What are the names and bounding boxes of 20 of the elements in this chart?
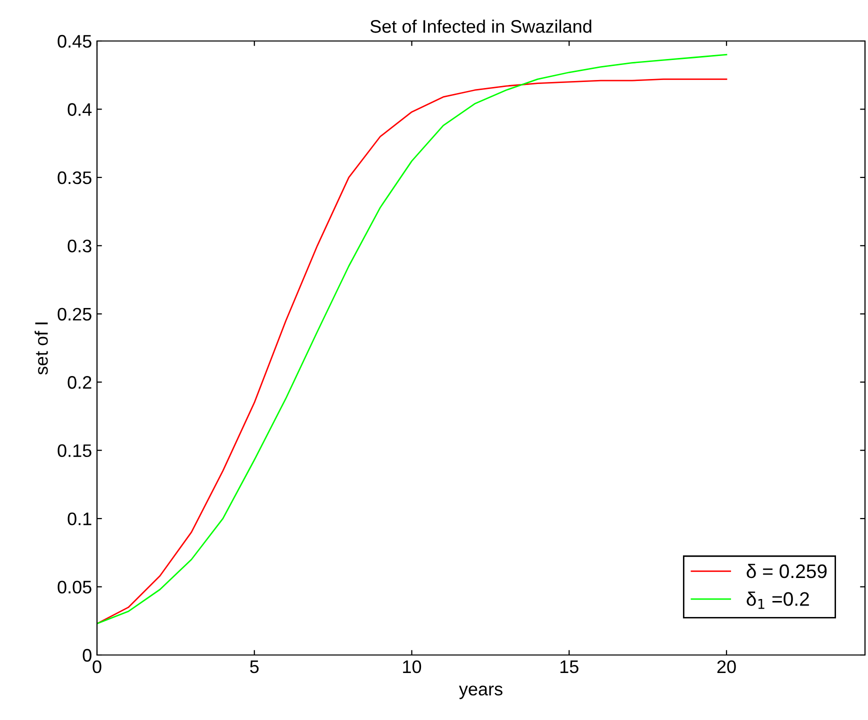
y-tick-label: 0.05 [58,580,92,594]
legend-label: δ = 0.259 [746,564,827,578]
chart-title: Set of Infected in Swaziland [370,20,592,33]
y-tick-label: 0.2 [68,376,92,389]
y-tick-label: 0.3 [68,240,92,252]
y-tick-label: 0.35 [58,171,92,184]
x-tick-label: 10 [403,660,422,674]
x-axis-title: years [458,686,502,700]
y-tick-label: 0.15 [58,444,92,458]
y-axis-title: set of I [34,322,48,375]
y-tick-label: 0.4 [68,103,92,116]
y-tick-label: 0.1 [68,512,92,526]
y-tick-label: 0.45 [58,34,92,48]
x-tick-label: 15 [560,660,578,674]
x-tick-label: 5 [250,660,259,674]
x-tick-label: 20 [717,660,736,674]
legend-label: δ$_{1}$ =0.2 [746,592,809,609]
y-tick-label: 0.25 [58,308,92,321]
x-tick-label: 0 [92,660,102,674]
y-tick-label: 0 [82,648,92,662]
